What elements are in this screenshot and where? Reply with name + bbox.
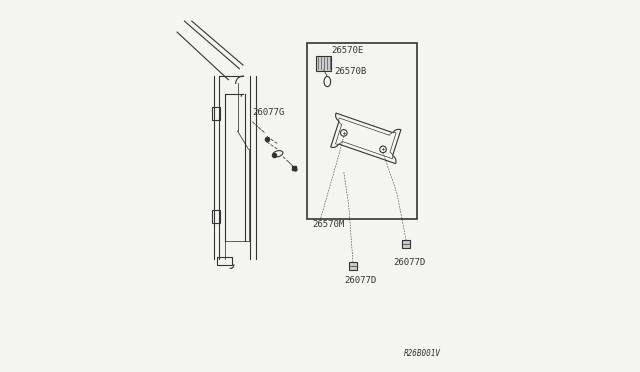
Text: 26077G: 26077G [252,108,284,116]
FancyBboxPatch shape [403,240,410,248]
Text: 26570B: 26570B [335,67,367,76]
FancyBboxPatch shape [307,43,417,219]
Ellipse shape [324,76,331,87]
FancyBboxPatch shape [349,262,356,270]
Circle shape [380,146,387,153]
Text: R26B001V: R26B001V [404,349,442,358]
Text: 26077D: 26077D [344,276,376,285]
Circle shape [340,129,347,136]
FancyBboxPatch shape [212,210,220,223]
Ellipse shape [273,151,283,157]
Text: 26570M: 26570M [312,220,344,229]
Text: 26077D: 26077D [394,258,426,267]
FancyBboxPatch shape [212,107,220,120]
Polygon shape [335,118,396,159]
FancyBboxPatch shape [218,257,232,265]
Polygon shape [331,113,401,164]
Text: 26570E: 26570E [332,46,364,55]
FancyBboxPatch shape [316,56,331,71]
